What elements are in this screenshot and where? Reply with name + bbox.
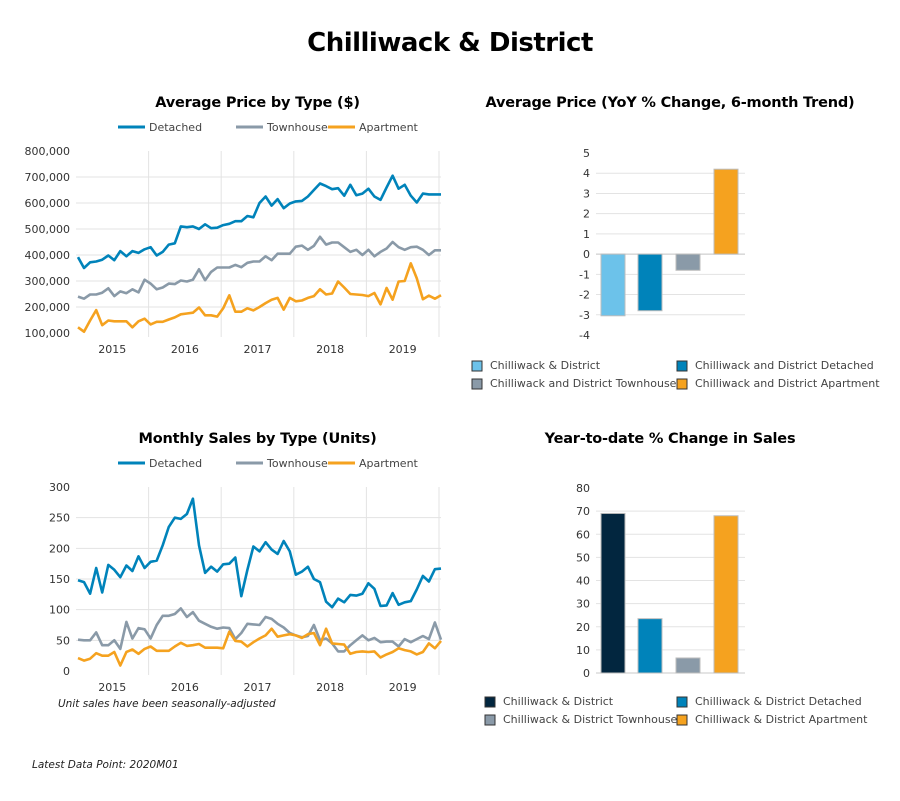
series-line-apartment bbox=[77, 627, 443, 667]
y-tick-label: 300,000 bbox=[25, 275, 71, 288]
legend-label: Chilliwack and District Apartment bbox=[695, 377, 880, 390]
y-tick-label: 20 bbox=[576, 621, 590, 634]
seasonal-adjustment-note: Unit sales have been seasonally-adjusted bbox=[58, 698, 276, 710]
y-tick-label: 100,000 bbox=[25, 327, 71, 340]
y-tick-label: 2 bbox=[583, 208, 590, 221]
y-tick-label: 70 bbox=[576, 505, 590, 518]
y-tick-label: 250 bbox=[49, 512, 70, 525]
sales-chart-title: Monthly Sales by Type (Units) bbox=[138, 431, 377, 447]
legend-label: Chilliwack and District Townhouse bbox=[490, 377, 677, 390]
x-tick-label: 2019 bbox=[389, 343, 417, 356]
legend-swatch bbox=[484, 714, 496, 726]
series-line-townhouse bbox=[77, 607, 443, 653]
legend-label: Chilliwack & District bbox=[490, 359, 601, 372]
legend-label-townhouse: Townhouse bbox=[266, 121, 328, 134]
avg-price-chart-title: Average Price by Type ($) bbox=[155, 95, 360, 111]
x-tick-label: 2017 bbox=[244, 681, 272, 694]
y-tick-label: 700,000 bbox=[25, 171, 71, 184]
series-line-townhouse bbox=[77, 235, 441, 301]
legend-label: Chilliwack and District Detached bbox=[695, 359, 874, 372]
legend-swatch bbox=[471, 360, 483, 372]
y-tick-label: 200,000 bbox=[25, 301, 71, 314]
bar-3 bbox=[675, 657, 701, 674]
y-tick-label: 500,000 bbox=[25, 223, 71, 236]
y-tick-label: 40 bbox=[576, 575, 590, 588]
y-tick-label: 50 bbox=[56, 634, 70, 647]
bar-4 bbox=[713, 168, 739, 255]
bar-3 bbox=[675, 253, 701, 271]
legend-swatch bbox=[676, 378, 688, 390]
legend-swatch bbox=[676, 360, 688, 372]
y-tick-label: 60 bbox=[576, 528, 590, 541]
bar-1 bbox=[600, 253, 626, 317]
bar-2 bbox=[637, 618, 663, 674]
x-tick-label: 2019 bbox=[389, 681, 417, 694]
legend-swatch bbox=[676, 696, 688, 708]
y-tick-label: 10 bbox=[576, 644, 590, 657]
y-tick-label: 600,000 bbox=[25, 197, 71, 210]
x-tick-label: 2016 bbox=[171, 343, 199, 356]
legend-swatch bbox=[484, 696, 496, 708]
y-tick-label: 300 bbox=[49, 481, 70, 494]
y-tick-label: 30 bbox=[576, 598, 590, 611]
y-tick-label: 4 bbox=[583, 167, 590, 180]
legend-label: Chilliwack & District bbox=[503, 695, 614, 708]
x-tick-label: 2017 bbox=[244, 343, 272, 356]
legend-swatch bbox=[471, 378, 483, 390]
y-tick-label: 0 bbox=[583, 248, 590, 261]
legend-swatch bbox=[676, 714, 688, 726]
series-line-apartment bbox=[77, 261, 442, 334]
y-tick-label: 0 bbox=[583, 667, 590, 680]
ytd-chart-title: Year-to-date % Change in Sales bbox=[544, 431, 796, 447]
y-tick-label: 200 bbox=[49, 542, 70, 555]
y-tick-label: 1 bbox=[583, 228, 590, 241]
legend-label-apartment: Apartment bbox=[359, 457, 419, 470]
y-tick-label: 800,000 bbox=[25, 145, 71, 158]
y-tick-label: 0 bbox=[63, 665, 70, 678]
y-tick-label: -1 bbox=[579, 268, 590, 281]
yoy-chart-title: Average Price (YoY % Change, 6-month Tre… bbox=[485, 95, 855, 111]
x-tick-label: 2018 bbox=[316, 343, 344, 356]
legend-label: Chilliwack & District Apartment bbox=[695, 713, 868, 726]
bar-2 bbox=[637, 253, 663, 312]
y-tick-label: -2 bbox=[579, 289, 590, 302]
y-tick-label: 5 bbox=[583, 147, 590, 160]
x-tick-label: 2016 bbox=[171, 681, 199, 694]
x-tick-label: 2018 bbox=[316, 681, 344, 694]
legend-label-apartment: Apartment bbox=[359, 121, 419, 134]
page-title: Chilliwack & District bbox=[307, 28, 593, 58]
y-tick-label: 400,000 bbox=[25, 249, 71, 262]
bar-4 bbox=[713, 515, 739, 674]
y-tick-label: -3 bbox=[579, 309, 590, 322]
series-line-detached bbox=[76, 174, 441, 270]
legend-label-detached: Detached bbox=[149, 121, 202, 134]
y-tick-label: 80 bbox=[576, 482, 590, 495]
y-tick-label: -4 bbox=[579, 329, 590, 342]
y-tick-label: 50 bbox=[576, 551, 590, 564]
y-tick-label: 100 bbox=[49, 604, 70, 617]
y-tick-label: 3 bbox=[583, 187, 590, 200]
series-line-detached bbox=[77, 497, 442, 609]
legend-label-detached: Detached bbox=[149, 457, 202, 470]
bar-1 bbox=[600, 512, 626, 674]
legend-label-townhouse: Townhouse bbox=[266, 457, 328, 470]
legend-label: Chilliwack & District Detached bbox=[695, 695, 862, 708]
latest-data-point-footer: Latest Data Point: 2020M01 bbox=[32, 759, 179, 771]
legend-label: Chilliwack & District Townhouse bbox=[503, 713, 678, 726]
y-tick-label: 150 bbox=[49, 573, 70, 586]
x-tick-label: 2015 bbox=[98, 681, 126, 694]
x-tick-label: 2015 bbox=[98, 343, 126, 356]
